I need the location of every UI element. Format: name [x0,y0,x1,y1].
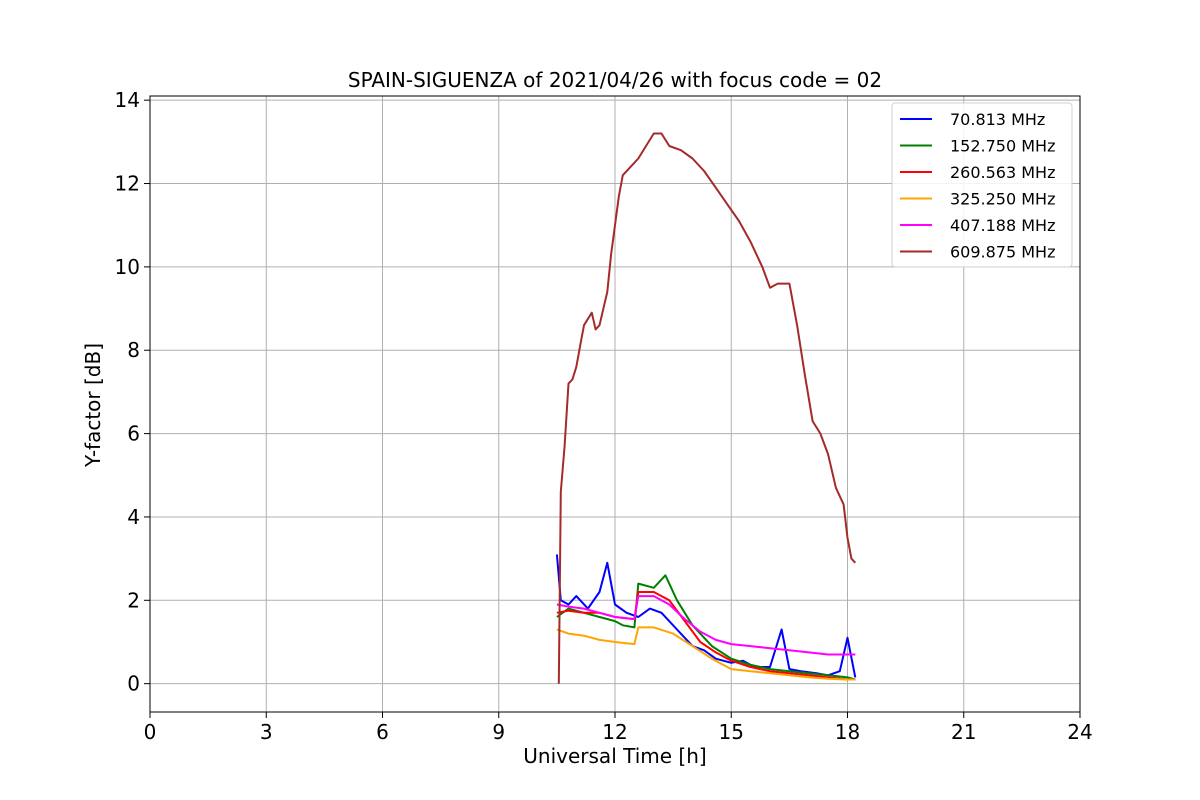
legend-label: 609.875 MHz [950,243,1055,262]
series-line [555,554,857,678]
series-group [555,132,857,684]
x-axis-label: Universal Time [h] [523,744,706,768]
legend-box [891,102,1073,268]
series-line [557,132,857,684]
legend-label: 325.250 MHz [950,190,1055,209]
y-tick-label: 0 [127,672,140,696]
legend-label: 152.750 MHz [950,137,1055,156]
series-line [556,595,856,656]
series-line [556,626,856,681]
legend-label: 260.563 MHz [950,163,1055,182]
chart-title: SPAIN-SIGUENZA of 2021/04/26 with focus … [348,68,882,92]
y-tick-label: 4 [127,505,140,529]
x-tick-label: 24 [1067,720,1092,744]
x-tick-label: 9 [492,720,505,744]
x-tick-label: 0 [144,720,157,744]
legend-label: 407.188 MHz [950,216,1055,235]
x-tick-label: 6 [376,720,389,744]
y-tick-label: 12 [115,172,140,196]
y-tick-label: 10 [115,255,140,279]
y-tick-label: 2 [127,588,140,612]
y-tick-label: 14 [115,88,140,112]
y-axis-ticks: 0 2 4 6 8 10 12 14 [115,88,150,696]
x-tick-label: 21 [951,720,976,744]
y-tick-label: 8 [127,338,140,362]
x-tick-label: 15 [719,720,744,744]
x-tick-label: 12 [602,720,627,744]
y-axis-label: Y-factor [dB] [81,343,105,468]
legend-label: 70.813 MHz [950,110,1045,129]
x-axis-ticks: 0 3 6 9 12 15 18 21 24 [144,712,1093,744]
x-tick-label: 3 [260,720,273,744]
x-tick-label: 18 [835,720,860,744]
legend: 70.813 MHz 152.750 MHz 260.563 MHz 325.250 … [891,102,1073,268]
series-line [556,574,856,681]
grid [149,96,1081,712]
y-tick-label: 6 [127,422,140,446]
